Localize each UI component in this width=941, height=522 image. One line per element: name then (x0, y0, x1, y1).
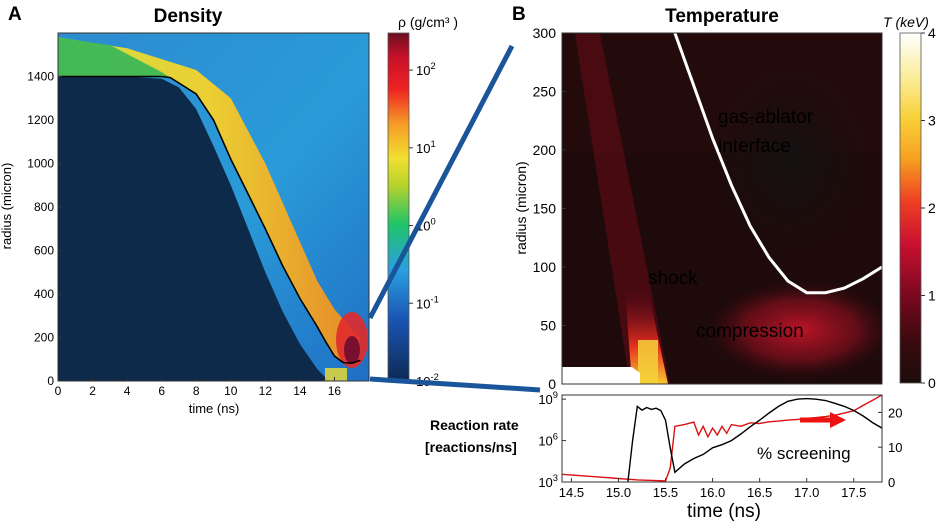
density-ytick-label: 600 (34, 244, 54, 258)
reaction-right-tick-label: 0 (888, 475, 895, 490)
density-colorbar-label: ρ (g/cm³ ) (398, 14, 458, 30)
reaction-xtick-label: 16.0 (700, 485, 725, 500)
temperature-axes: 0 50 100 150 200 250 300 (533, 25, 566, 392)
reaction-xtick-label: 15.0 (606, 485, 631, 500)
temperature-panel: B Temperature 0 50 100 150 200 250 300 radius … (512, 4, 936, 392)
temperature-colorbar-tick-label: 3 (928, 113, 936, 129)
density-ytick-label: 1200 (27, 113, 54, 127)
temperature-colorbar (899, 32, 922, 384)
density-xtick-label: 8 (193, 384, 200, 398)
density-colorbar (387, 32, 410, 382)
reaction-plot-background (562, 395, 882, 482)
temperature-colorbar-tick-label: 2 (928, 200, 936, 216)
density-xtick-label: 12 (259, 384, 273, 398)
temperature-ytick-label: 250 (533, 84, 557, 100)
density-xlabel: time (ns) (189, 401, 240, 416)
temperature-colorbar-label: T (keV) (883, 14, 929, 30)
density-ytick-label: 0 (47, 374, 54, 388)
density-panel: A Density 0 2 4 6 8 10 12 14 16 0 200 400 600 800 1000… (0, 4, 458, 416)
reaction-plot-frame (561, 394, 883, 483)
screening-annotation: % screening (757, 444, 851, 463)
right-arrow-icon (800, 412, 846, 428)
density-xtick-label: 2 (89, 384, 96, 398)
temperature-ytick-label: 0 (548, 376, 556, 392)
shock-peak (638, 340, 658, 384)
stagnation-core (344, 336, 360, 364)
temperature-ylabel: radius (micron) (513, 161, 529, 254)
temperature-heatmap (562, 33, 882, 384)
temperature-ytick-label: 300 (533, 25, 557, 41)
temperature-colorbar-ticks: 0 1 2 3 4 (921, 25, 936, 391)
density-ytick-label: 800 (34, 200, 54, 214)
reaction-xtick-label: 17.0 (794, 485, 819, 500)
gas-ablator-interface-curve (673, 33, 882, 295)
temperature-colorbar-tick-label: 0 (928, 375, 936, 391)
reaction-rate-series-line (627, 397, 882, 482)
density-ytick-label: 400 (34, 287, 54, 301)
density-axes: 0 2 4 6 8 10 12 14 16 0 200 400 600 800 1000 1200 1400 (27, 70, 341, 399)
reaction-rate-label-line2: [reactions/ns] (425, 439, 517, 455)
annotation-interface: interface (718, 136, 791, 157)
reaction-plot-area (562, 395, 882, 482)
density-title: Density (154, 6, 223, 27)
density-xtick-label: 10 (224, 384, 238, 398)
compression-glow (705, 280, 882, 380)
near-axis-white (562, 367, 640, 384)
reaction-xtick-label: 14.5 (559, 485, 584, 500)
reaction-xtick-label: 15.5 (653, 485, 678, 500)
density-ytick-label: 1000 (27, 157, 54, 171)
temperature-colorbar-tick-label: 1 (928, 288, 936, 304)
temperature-ytick-label: 150 (533, 201, 557, 217)
annotation-compression: compression (696, 321, 804, 342)
panel-letter-b: B (512, 4, 526, 25)
density-ytick-label: 1400 (27, 70, 54, 84)
reaction-rate-label-line1: Reaction rate (430, 417, 519, 433)
temperature-colorbar-tick-label: 4 (928, 25, 936, 41)
density-colorbar-tick-label: 102 (416, 61, 436, 78)
bottom-glow (325, 368, 347, 381)
reaction-right-tick-label: 20 (888, 405, 902, 420)
reaction-right-tick-label: 10 (888, 440, 902, 455)
density-xtick-label: 14 (293, 384, 307, 398)
density-colorbar-tick-label: 10-1 (416, 294, 439, 311)
panel-letter-a: A (8, 4, 22, 25)
reaction-left-tick-label: 109 (538, 390, 558, 407)
callout-line-bottom (369, 376, 541, 393)
reaction-xtick-label: 17.5 (841, 485, 866, 500)
reaction-axes: 14.5 15.0 15.5 16.0 16.5 17.0 17.5 103 106 109 0 10… (538, 390, 902, 500)
density-heatmap (58, 33, 369, 381)
annotation-gas-ablator: gas-ablator (718, 107, 814, 128)
reaction-xlabel: time (ns) (687, 501, 761, 522)
density-xtick-label: 16 (328, 384, 342, 398)
reaction-left-tick-label: 106 (538, 432, 558, 449)
reaction-xtick-label: 16.5 (747, 485, 772, 500)
density-ytick-label: 200 (34, 331, 54, 345)
annotation-shock: shock (648, 268, 698, 289)
temperature-ytick-label: 50 (540, 318, 556, 334)
density-colorbar-tick-label: 101 (416, 139, 436, 156)
outer-green-region (58, 37, 171, 78)
callout-line-top (367, 44, 515, 320)
temperature-ytick-label: 200 (533, 142, 557, 158)
cold-gas-region (700, 50, 880, 270)
fuel-core-region (58, 76, 330, 381)
ablator-interface-line (58, 75, 361, 365)
density-xtick-label: 6 (158, 384, 165, 398)
density-xtick-label: 4 (124, 384, 131, 398)
reaction-left-tick-label: 103 (538, 473, 558, 490)
density-xtick-label: 0 (55, 384, 62, 398)
reaction-rate-panel: Reaction rate [reactions/ns] 14.5 15.0 15.… (425, 390, 902, 522)
screening-series-line (562, 395, 882, 482)
temperature-title: Temperature (665, 6, 779, 27)
temperature-ytick-label: 100 (533, 259, 557, 275)
density-ylabel: radius (micron) (0, 163, 14, 250)
